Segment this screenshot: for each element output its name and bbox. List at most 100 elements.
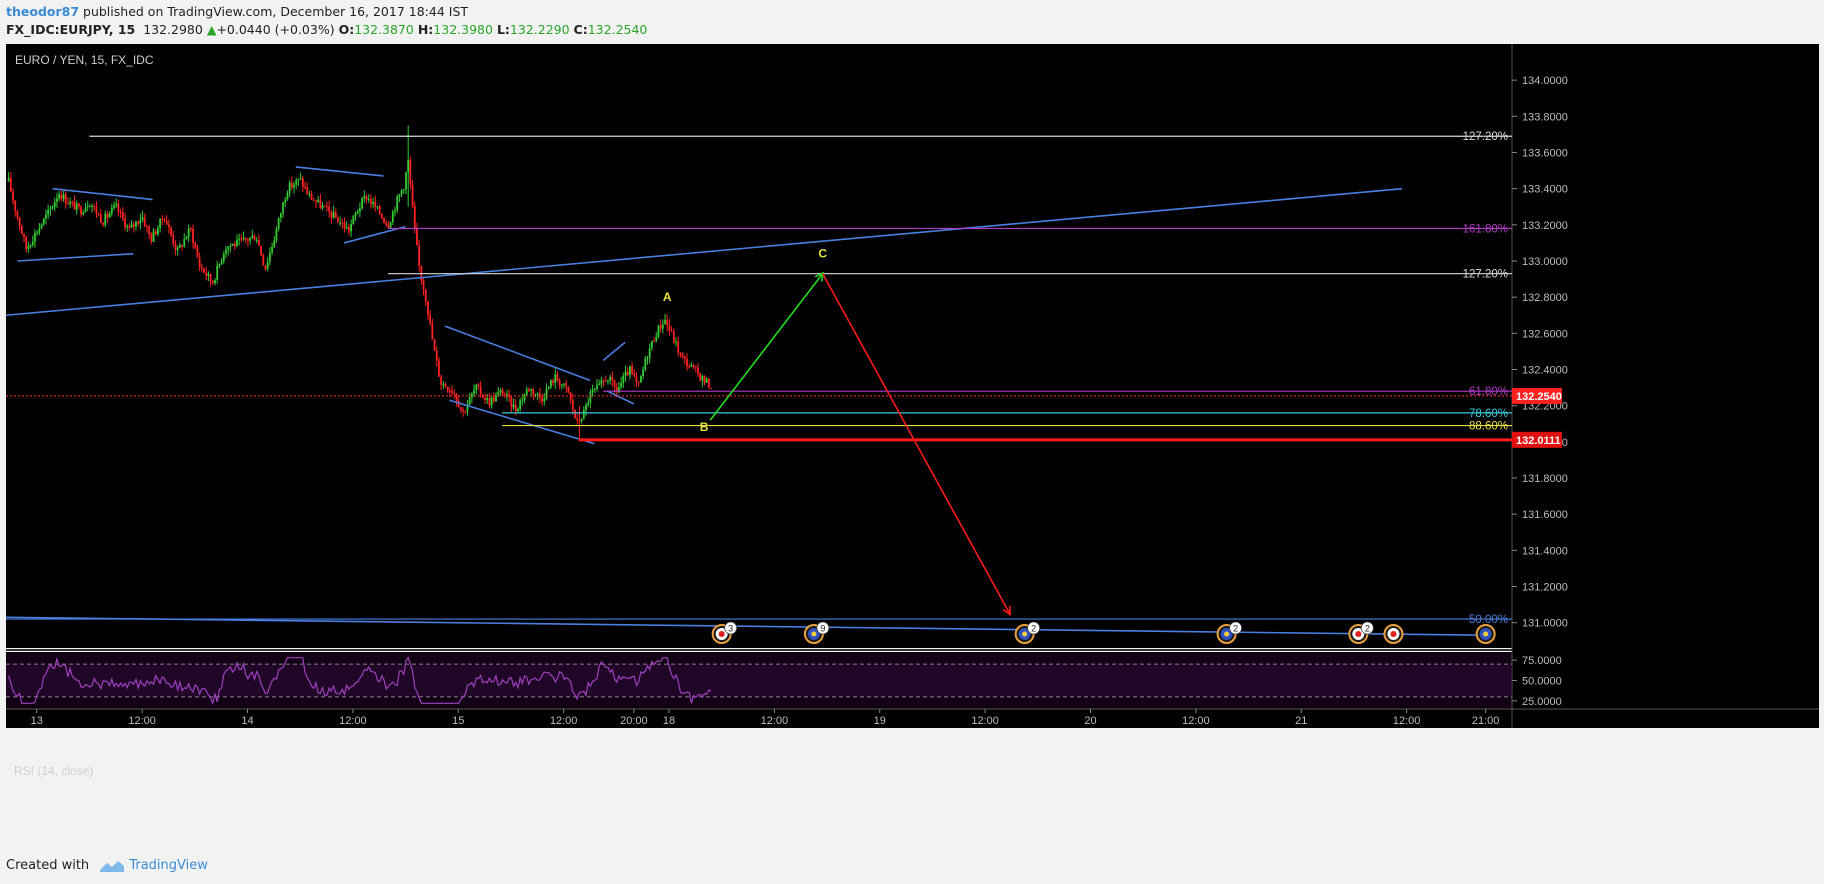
candle-body: [20, 226, 23, 235]
candle-body: [361, 198, 363, 209]
candle-body: [315, 200, 317, 202]
event-marker[interactable]: 2: [1348, 621, 1374, 644]
candle-body: [36, 232, 39, 234]
candle-body: [231, 243, 234, 246]
candle-body: [411, 184, 414, 207]
time-tick-label: 21:00: [1472, 715, 1500, 727]
candle-body: [29, 244, 32, 247]
wave-label: A: [663, 290, 672, 304]
time-tick-label: 19: [874, 715, 886, 727]
wave-label: C: [818, 246, 827, 260]
candle-body: [31, 241, 34, 245]
event-marker[interactable]: 3: [711, 621, 738, 644]
candle-body: [593, 388, 596, 390]
time-axis[interactable]: 13 12:00 14 12:00 15 12:00 20:00 18 12:00 19 12:00…: [31, 709, 1500, 727]
candle-body: [571, 399, 574, 410]
candle-body: [251, 235, 254, 238]
candle-body: [306, 187, 309, 195]
candle-body: [530, 389, 533, 391]
candle-body: [183, 239, 186, 247]
candle-body: [582, 409, 585, 420]
candle-body: [598, 383, 601, 386]
candle-body: [391, 211, 394, 223]
event-marker[interactable]: 2: [1216, 621, 1243, 644]
candle-body: [523, 394, 526, 401]
event-marker[interactable]: 2: [1014, 621, 1041, 644]
event-marker[interactable]: [1383, 624, 1404, 644]
time-tick-label: 12:00: [550, 715, 578, 727]
candle-body: [77, 203, 80, 207]
event-count-label: 2: [1365, 624, 1370, 634]
rsi-tick-label: 25.0000: [1522, 696, 1562, 708]
event-marker-dot: [1390, 631, 1397, 637]
candle-body: [163, 219, 166, 222]
candle-body: [615, 387, 618, 393]
event-marker[interactable]: 9: [803, 621, 830, 644]
candle-body: [589, 392, 592, 403]
candle-body: [650, 340, 653, 349]
tradingview-link[interactable]: TradingView: [129, 858, 208, 873]
candle-body: [655, 337, 658, 342]
candle-body: [348, 227, 350, 232]
candle-body: [220, 260, 223, 264]
price-tick-label: 131.6000: [1522, 509, 1568, 521]
fib-level-label: 50.00%: [1469, 614, 1508, 626]
candle-body: [686, 358, 688, 367]
event-marker-dot: [718, 631, 725, 637]
candle-body: [435, 350, 438, 361]
candle-body: [543, 398, 546, 402]
author-link[interactable]: theodor87: [6, 4, 80, 19]
candle-body: [679, 352, 682, 354]
drawings: [5, 135, 1512, 637]
candle-body: [260, 245, 262, 256]
candle-body: [701, 375, 704, 381]
price-chart[interactable]: 127.20% 161.80% 127.20% 61.80% 78.60%88.60% 5…: [0, 44, 1824, 848]
rsi-pane: [6, 656, 1512, 706]
candle-body: [699, 373, 702, 381]
candle-body: [519, 400, 522, 410]
price-tick-label: 131.2000: [1522, 582, 1568, 594]
candle-body: [574, 409, 576, 419]
price-axis[interactable]: 134.0000 133.8000 133.6000 133.4000 133.2000…: [1512, 75, 1568, 708]
candle-body: [106, 213, 109, 218]
current-price-badge: [1512, 387, 1562, 404]
candle-body: [600, 380, 603, 384]
candle-body: [389, 222, 392, 228]
candle-body: [45, 214, 47, 219]
candle-body: [705, 378, 708, 383]
candle-body: [176, 247, 179, 251]
event-marker[interactable]: [1475, 624, 1496, 644]
candle-body: [620, 382, 623, 387]
candle-body: [174, 243, 177, 251]
candle-body: [708, 378, 710, 388]
candle-body: [694, 366, 697, 368]
candle-body: [225, 249, 227, 255]
candle-body: [642, 369, 644, 377]
candle-body: [517, 409, 519, 411]
candle-body: [247, 239, 249, 241]
candle-body: [631, 366, 634, 374]
target-price-label: 132.0111: [1516, 435, 1561, 447]
candle-body: [400, 190, 403, 195]
candle-body: [282, 202, 284, 214]
candle-body: [64, 194, 67, 204]
time-tick-label: 13: [31, 715, 43, 727]
candle-body: [661, 324, 664, 329]
candle-body: [334, 211, 337, 218]
fib-level-label: 88.60%: [1469, 421, 1508, 433]
candle-body: [407, 160, 410, 173]
candle-body: [462, 409, 464, 412]
event-count-badge: [1360, 621, 1374, 635]
projection-up-arrow: [709, 274, 822, 421]
candle-body: [356, 211, 359, 214]
fib-level-label: 127.20%: [1463, 131, 1508, 143]
trend-line: [444, 325, 591, 382]
candle-body: [172, 235, 175, 244]
candle-body: [264, 265, 267, 269]
candle-body: [394, 210, 396, 212]
candle-body: [528, 389, 530, 391]
candle-body: [556, 374, 559, 381]
current-price-label: 132.2540: [1516, 391, 1562, 403]
candle-body: [275, 228, 278, 241]
price-tick-label: 133.4000: [1522, 184, 1568, 196]
